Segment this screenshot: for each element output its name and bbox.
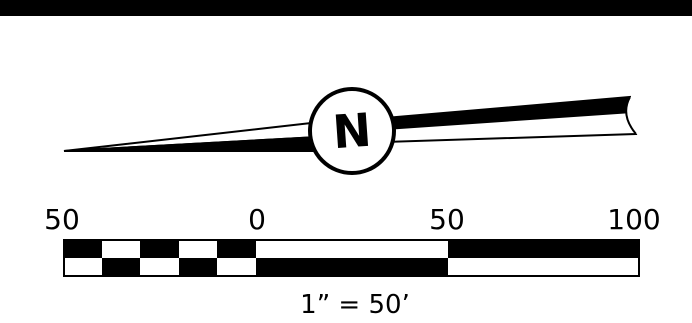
scale-tick-label-100: 100 — [607, 203, 660, 236]
scale-segment — [256, 240, 448, 258]
scale-segment — [140, 240, 179, 258]
scale-segment — [102, 258, 140, 276]
scale-segment — [448, 258, 639, 276]
scale-tick-label-50-left: 50 — [44, 203, 80, 236]
scale-segment — [102, 240, 140, 258]
scale-segment — [179, 240, 217, 258]
scale-segment — [256, 258, 448, 276]
scale-segment — [448, 240, 639, 258]
north-arrow-letter: N — [331, 103, 373, 160]
north-arrow-icon: N — [64, 89, 646, 173]
scale-tick-label-50: 50 — [429, 203, 465, 236]
scale-segment — [179, 258, 217, 276]
scale-segment — [217, 240, 256, 258]
top-border-bar — [0, 0, 692, 16]
scale-segment — [140, 258, 179, 276]
scale-bar: 50 0 50 100 1” = 50’ — [44, 203, 661, 320]
scale-tick-label-0: 0 — [248, 203, 266, 236]
scale-segment — [64, 240, 102, 258]
scale-ratio-label: 1” = 50’ — [300, 290, 410, 320]
scale-segment — [217, 258, 256, 276]
scale-segment — [64, 258, 102, 276]
